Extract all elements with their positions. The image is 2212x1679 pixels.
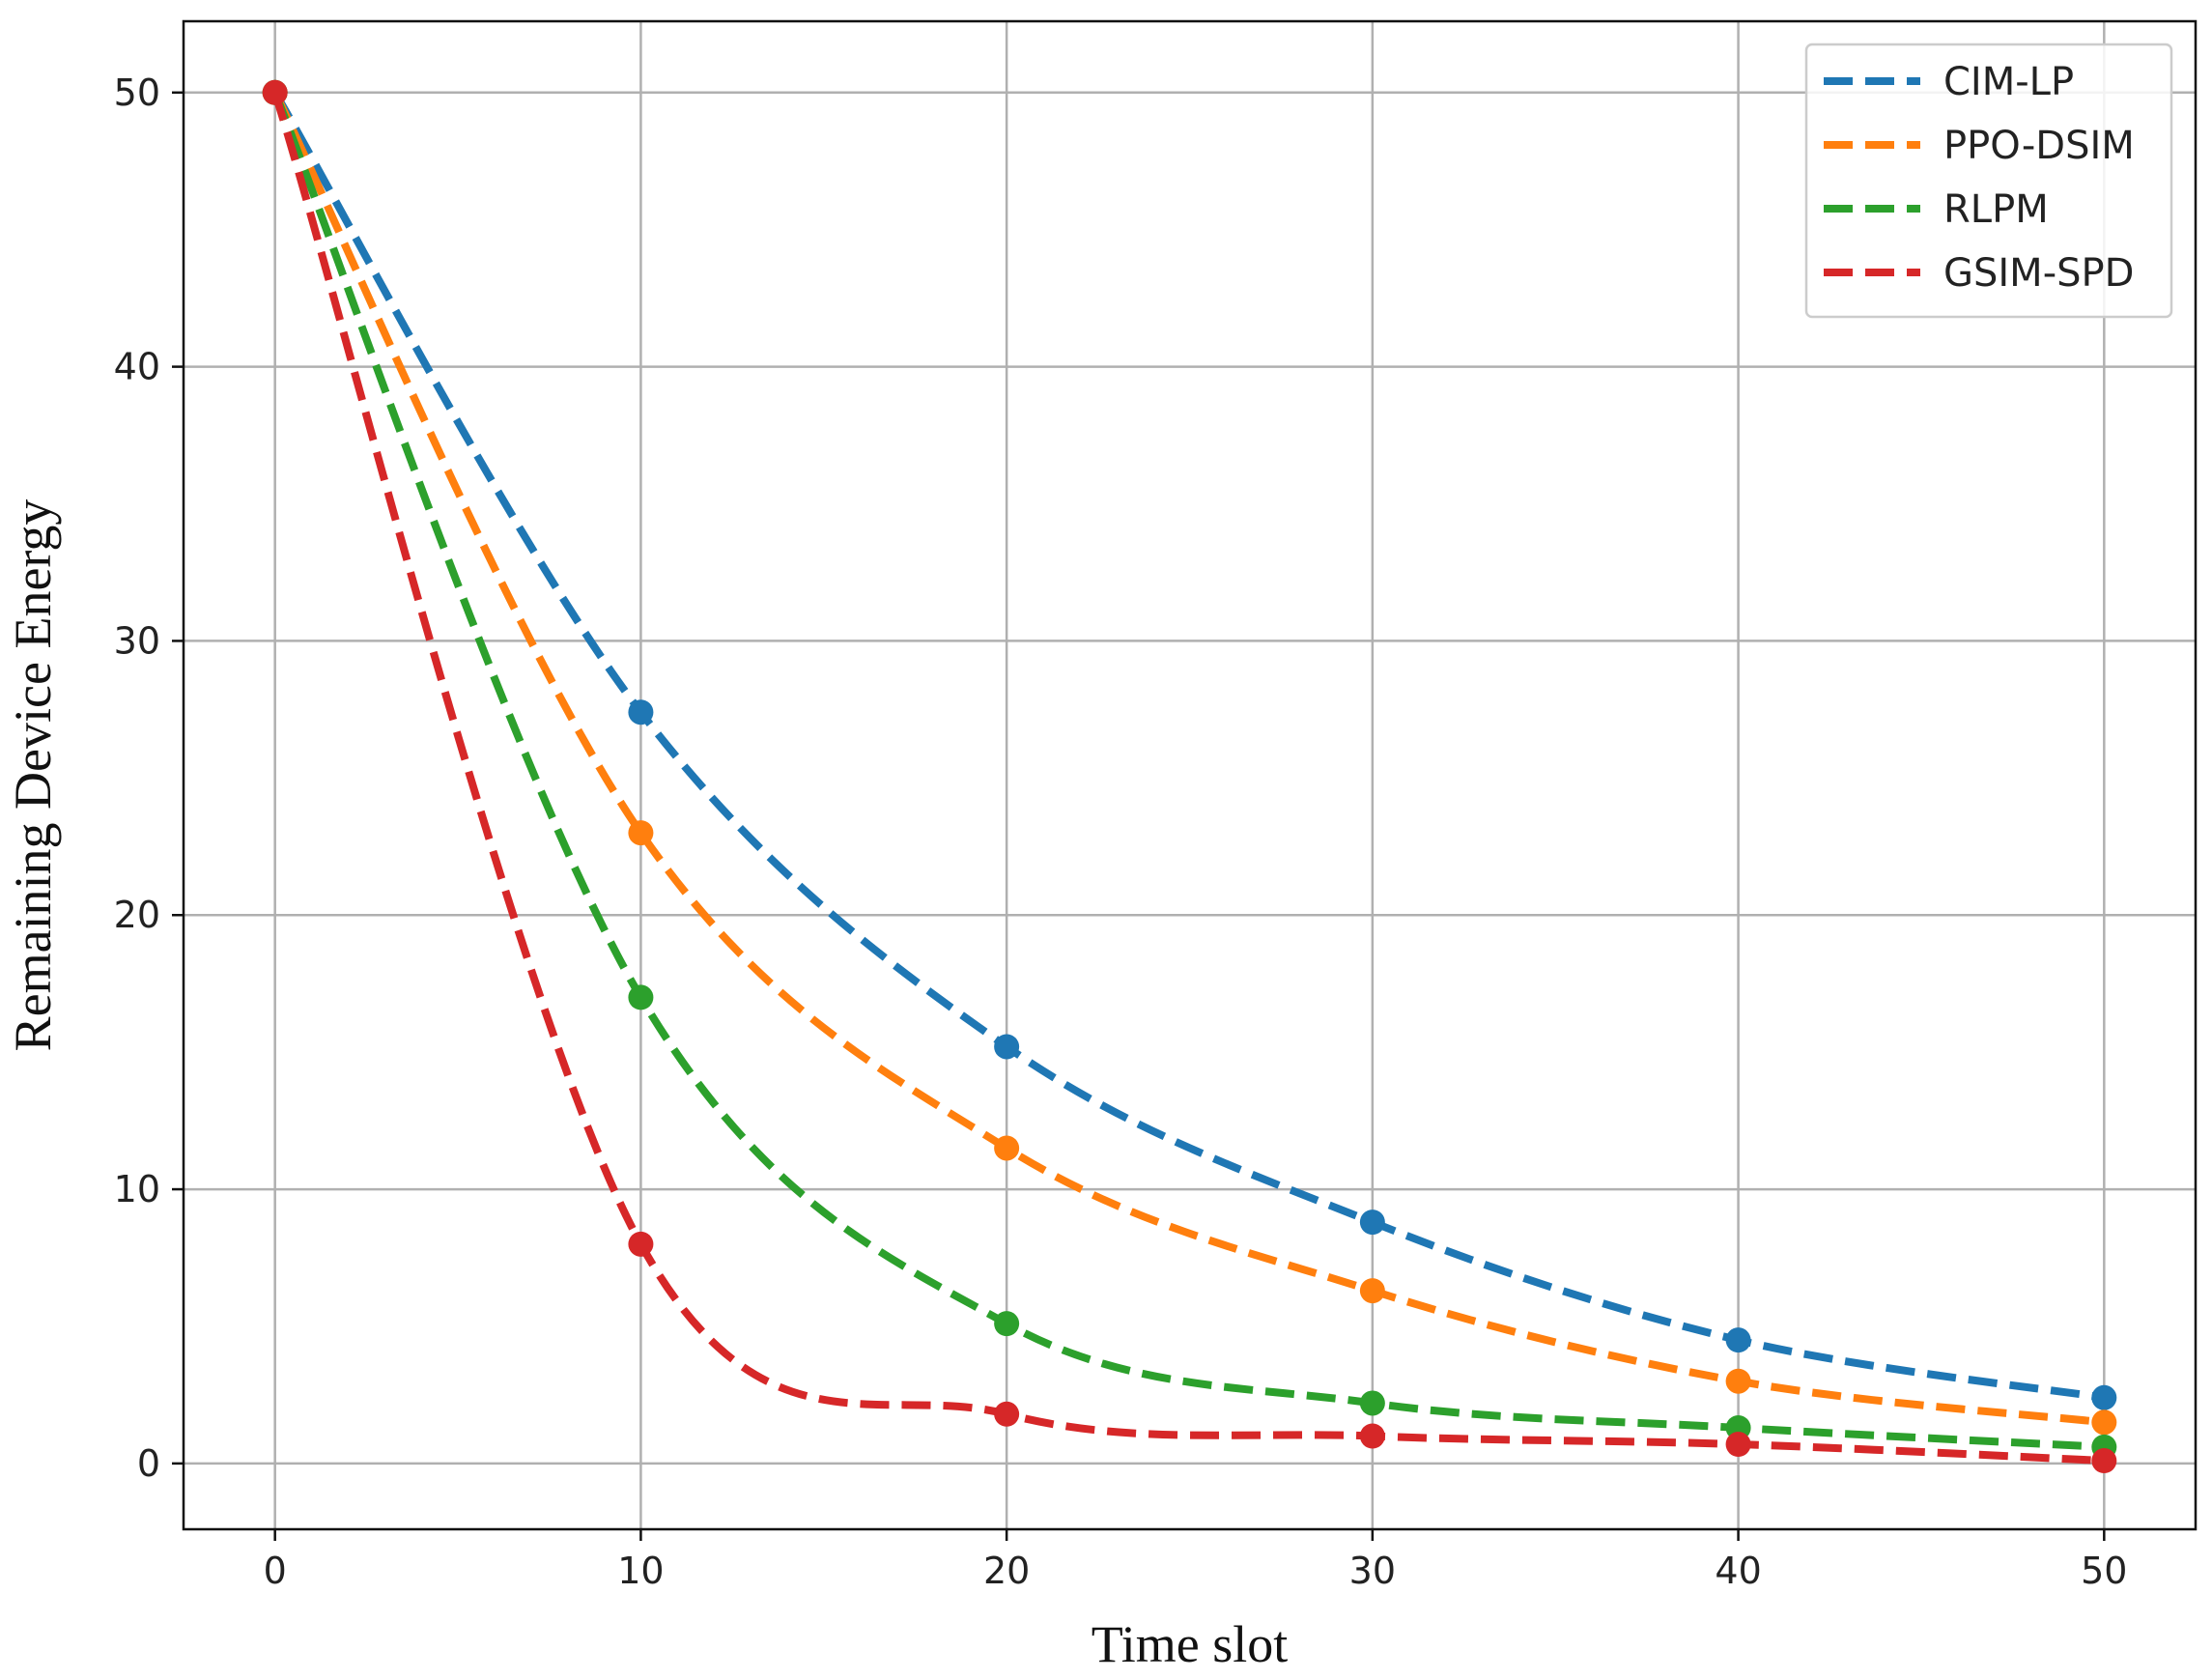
y-tick-label: 0 [137,1442,160,1485]
data-point [1725,1432,1751,1458]
legend-item: PPO-DSIM [1824,124,2135,168]
x-tick-label: 20 [983,1550,1030,1592]
data-point [628,984,654,1010]
plot-frame [182,19,2198,1531]
data-point [994,1401,1020,1427]
data-point [1359,1278,1385,1304]
series-layer [262,79,2117,1474]
series-line [271,90,2105,1402]
data-point [628,820,654,846]
legend-item: CIM-LP [1824,60,2074,104]
legend: CIM-LP PPO-DSIM RLPM GSIM-SPD [1804,43,2173,319]
data-point [628,699,654,726]
data-point [1359,1390,1385,1416]
data-point [2091,1409,2117,1436]
x-tick-label: 10 [617,1550,664,1592]
data-point [628,1231,654,1257]
data-point [1725,1368,1751,1394]
y-tick-label: 10 [114,1168,160,1210]
legend-label: GSIM-SPD [1943,251,2134,296]
x-tick-label: 40 [1715,1550,1761,1592]
y-tick-label: 40 [114,346,160,388]
legend-item: GSIM-SPD [1824,251,2134,296]
axis-ticks: 0 10 20 30 40 50 0 10 20 30 40 50 [114,71,2128,1592]
y-tick-label: 50 [114,71,160,114]
y-axis-label: Remaining Device Energy [4,499,62,1052]
x-tick-label: 0 [264,1550,287,1592]
y-tick-label: 20 [114,894,160,936]
y-tick-label: 30 [114,619,160,662]
data-point [1359,1423,1385,1449]
grid [184,21,2196,1529]
data-point [994,1311,1020,1337]
data-point [1725,1327,1751,1353]
legend-label: CIM-LP [1943,60,2074,104]
legend-label: RLPM [1943,187,2049,232]
data-point [262,79,288,105]
data-point [994,1034,1020,1060]
data-point [2091,1384,2117,1410]
x-axis-label: Time slot [1092,1615,1289,1673]
data-point [2091,1448,2117,1474]
data-point [994,1135,1020,1161]
data-point [1359,1209,1385,1236]
x-tick-label: 50 [2081,1550,2127,1592]
legend-box [1804,43,2173,319]
legend-label: PPO-DSIM [1943,124,2135,168]
x-tick-label: 30 [1349,1550,1396,1592]
legend-item: RLPM [1824,187,2049,232]
series-gsim-spd [262,79,2117,1474]
